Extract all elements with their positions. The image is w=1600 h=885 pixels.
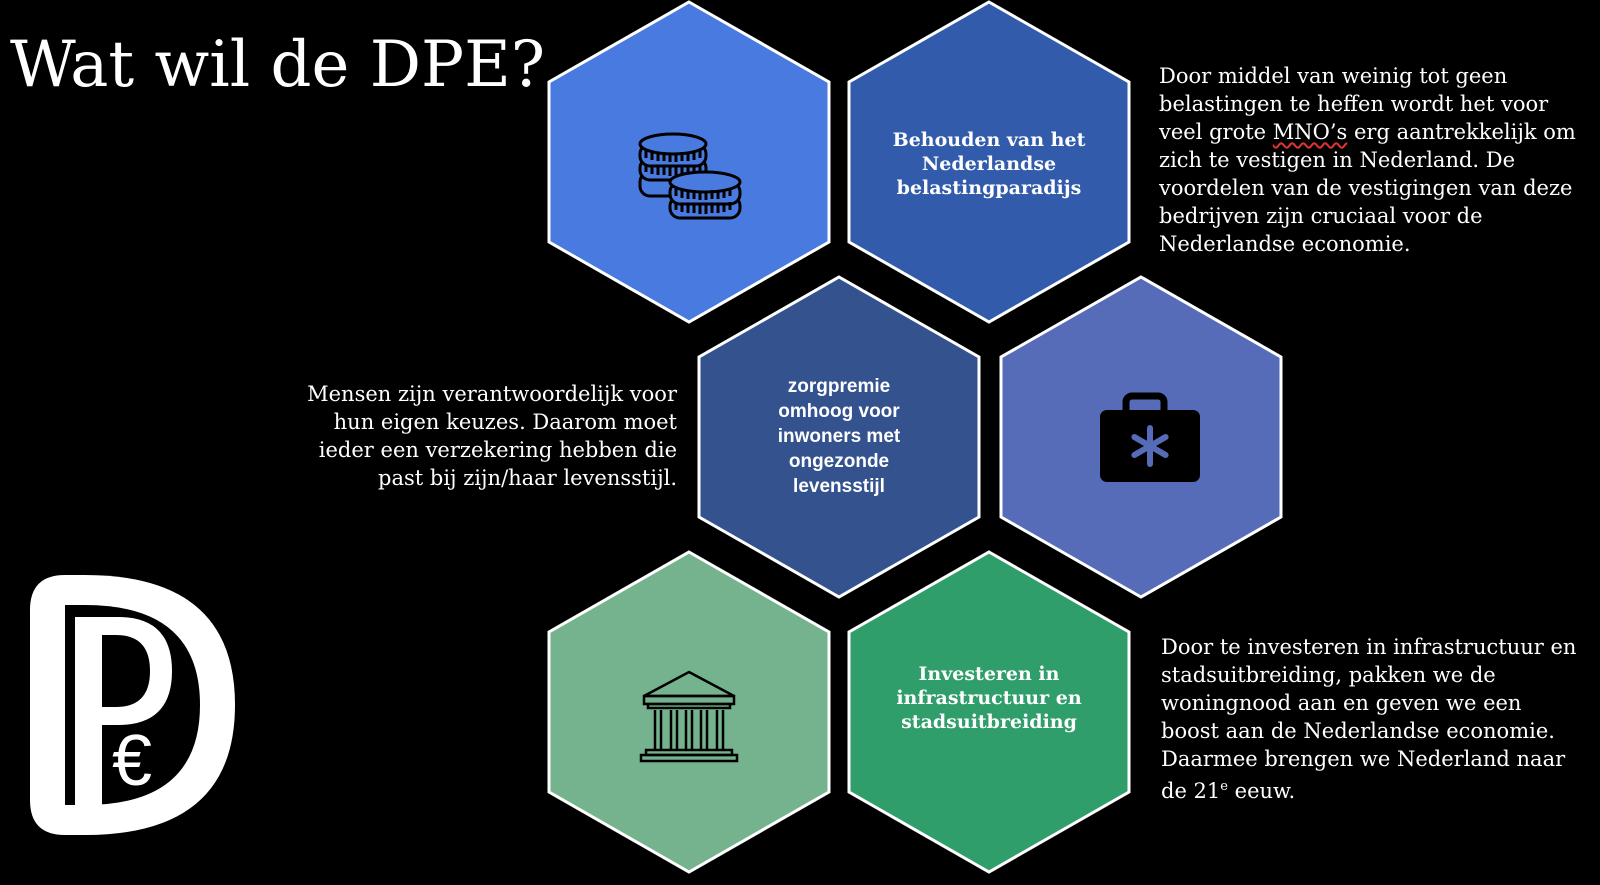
slide-title: Wat wil de DPE? <box>10 28 546 102</box>
text-tax-mno: MNO’s <box>1272 120 1348 144</box>
text-infra-description: Door te investeren in infrastructuur en … <box>1161 633 1581 805</box>
dpe-logo: € <box>30 575 235 835</box>
text-tax-description: Door middel van weinig tot geen belastin… <box>1159 62 1579 258</box>
text-infra-part1: Door te investeren in infrastructuur en … <box>1161 635 1577 803</box>
hexagon-institution <box>547 550 831 874</box>
hexagon-tax-haven <box>847 0 1131 324</box>
hexagon-label-health-premium: zorgpremie omhoog voor inwoners met onge… <box>777 376 901 497</box>
hexagon-label-tax-haven: Behouden van het Nederlandse belastingpa… <box>892 129 1086 199</box>
text-infra-part2: eeuw. <box>1227 779 1296 803</box>
hexagon-infrastructure <box>847 550 1131 874</box>
bank-building-icon <box>639 670 739 763</box>
hexagon-health-premium <box>697 275 981 599</box>
coins-icon <box>638 132 742 220</box>
medical-case-icon <box>1100 392 1200 482</box>
hexagon-label-infrastructure: Investeren in infrastructuur en stadsuit… <box>896 663 1082 733</box>
text-tax-part1: Door middel van weinig tot geen belastin… <box>1159 64 1549 144</box>
euro-symbol: € <box>112 721 152 801</box>
text-health-description: Mensen zijn verantwoordelijk voor hun ei… <box>307 382 677 490</box>
text-tax-part2: erg aantrekkelijk om zich te vestigen in… <box>1159 120 1576 256</box>
text-infra-sup: e <box>1220 779 1228 794</box>
